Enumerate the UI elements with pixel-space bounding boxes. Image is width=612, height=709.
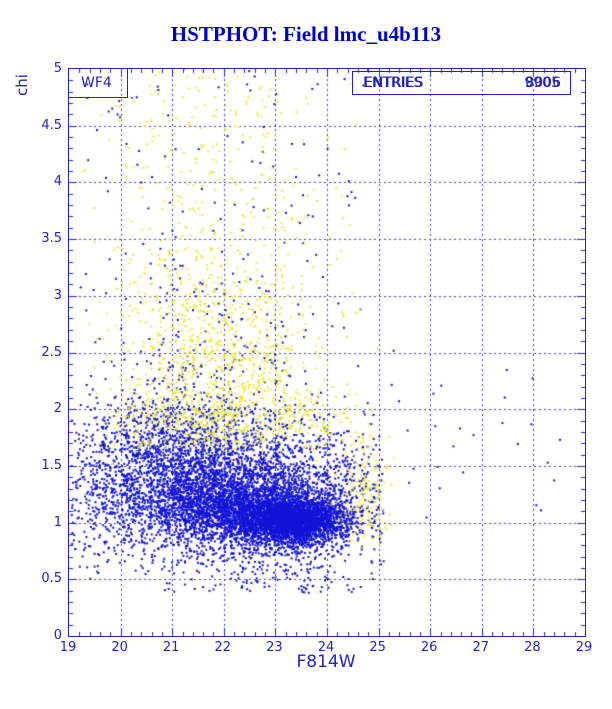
x-tick-label: 20: [111, 640, 128, 655]
x-tick-label: 21: [162, 640, 180, 655]
plot-frame: WF4 ENTRIES 9905 ENTRIES 8006: [68, 68, 586, 637]
chip-label: WF4: [81, 75, 112, 91]
x-tick-label: 22: [214, 640, 232, 655]
chip-label-box: WF4: [69, 69, 128, 98]
y-tick-label: 4: [53, 174, 62, 190]
entries-label-2: ENTRIES: [364, 75, 424, 91]
x-tick-label: 19: [59, 640, 77, 655]
x-tick-label: 25: [369, 640, 386, 655]
x-axis-label: F814W: [296, 652, 356, 672]
entries-label-1: ENTRIES: [363, 75, 423, 91]
scatter-canvas: [69, 69, 585, 636]
y-tick-label: 0.5: [41, 571, 62, 587]
page-title: HSTPHOT: Field lmc_u4b113: [170, 22, 442, 46]
entries-box: ENTRIES 9905 ENTRIES 8006: [352, 71, 571, 95]
y-tick-label: 4.5: [41, 117, 62, 133]
entries-line-2: ENTRIES 8006: [354, 72, 571, 94]
x-tick-label: 28: [524, 640, 541, 655]
y-tick-label: 2: [53, 401, 62, 417]
x-tick-label: 27: [472, 640, 490, 655]
y-tick-label: 0: [53, 628, 62, 643]
entries-value-1: 9905: [524, 75, 560, 91]
x-tick-label: 29: [575, 640, 593, 655]
entries-value-2: 8006: [525, 75, 561, 91]
y-tick-label: 1: [53, 514, 62, 530]
entries-line-1: ENTRIES 9905: [353, 72, 570, 94]
x-tick-label: 24: [317, 640, 335, 655]
x-tick-label: 23: [266, 640, 283, 655]
y-tick-label: 2.5: [41, 344, 62, 360]
x-tick-label: 26: [420, 640, 438, 655]
y-tick-label: 3.5: [41, 231, 62, 247]
y-tick-label: 1.5: [41, 457, 62, 473]
y-tick-label: 3: [53, 287, 62, 303]
y-tick-label: 5: [53, 61, 62, 76]
